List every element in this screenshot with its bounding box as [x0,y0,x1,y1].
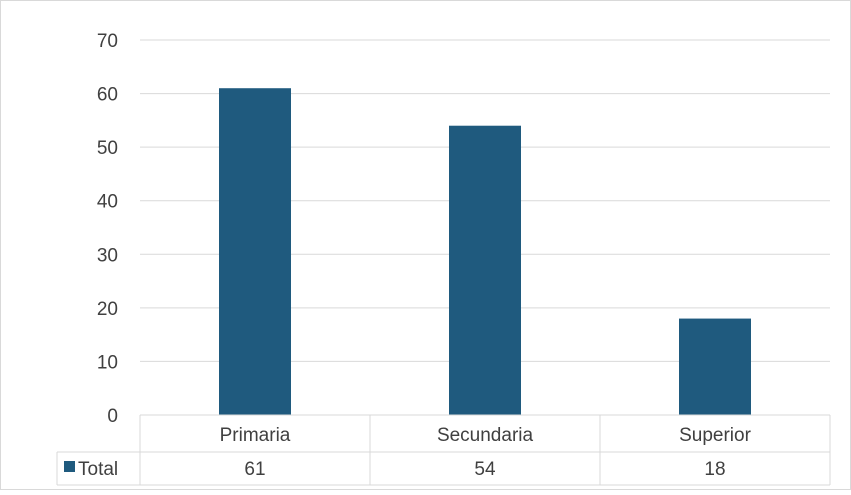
bars [219,88,751,415]
y-tick-label: 20 [97,299,118,320]
category-label: Secundaria [437,425,534,446]
bar-secundaria [449,125,521,415]
y-tick-label: 40 [97,192,118,213]
y-axis-tick-labels: 0 10 20 30 40 50 60 70 [97,31,118,427]
y-tick-label: 30 [97,245,118,266]
y-tick-label: 60 [97,85,118,106]
legend-swatch [64,461,75,472]
category-label: Superior [679,425,751,446]
bar-superior [679,318,751,415]
legend-label: Total [78,459,118,480]
data-label: 18 [704,459,725,480]
data-label: 54 [474,459,496,480]
category-label: Primaria [220,425,291,446]
y-tick-label: 50 [97,138,118,159]
y-tick-label: 70 [97,31,118,52]
y-tick-label: 10 [97,352,118,373]
data-label: 61 [244,459,265,480]
bar-primaria [219,88,291,415]
y-tick-label: 0 [107,406,118,427]
data-table: Primaria 61 Secundaria 54 Superior 18 Total [56,414,831,486]
